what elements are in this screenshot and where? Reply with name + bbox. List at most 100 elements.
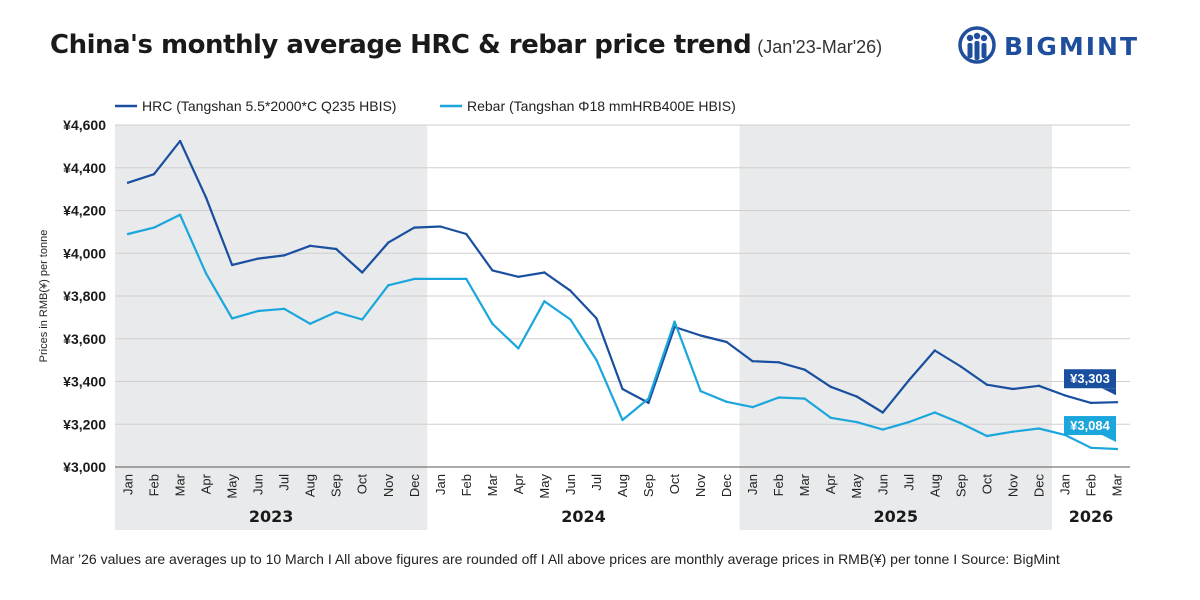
x-tick-label: Jan xyxy=(1057,474,1072,495)
x-tick-label: Jan xyxy=(745,474,760,495)
year-label-2023: 2023 xyxy=(249,507,294,526)
data-point-rebar xyxy=(569,318,572,321)
data-point-rebar xyxy=(361,318,364,321)
x-tick-label: Mar xyxy=(485,473,500,496)
data-point-hrc xyxy=(491,269,494,272)
data-point-hrc xyxy=(1011,387,1015,391)
data-point-rebar xyxy=(907,420,910,424)
data-point-rebar xyxy=(308,322,312,325)
data-point-hrc xyxy=(959,365,963,368)
data-point-hrc xyxy=(282,254,286,257)
data-point-hrc xyxy=(1115,401,1119,404)
end-label-hrc: ¥3,303 xyxy=(1064,369,1116,396)
data-point-rebar xyxy=(543,300,546,303)
x-tick-label: Dec xyxy=(407,474,422,498)
x-tick-label: Aug xyxy=(927,474,942,497)
chart-title: China's monthly average HRC & rebar pric… xyxy=(50,30,882,60)
x-tick-label: Nov xyxy=(1005,474,1020,498)
data-point-hrc xyxy=(1037,384,1041,387)
y-axis-title: Prices in RMB(¥) per tonne xyxy=(38,230,50,363)
data-point-hrc xyxy=(543,271,546,274)
y-tick-label: ¥4,200 xyxy=(63,203,106,219)
bigmint-logo: BIGMINT xyxy=(958,26,1139,66)
bigmint-people-icon xyxy=(958,26,996,64)
year-band-2023 xyxy=(115,125,428,530)
data-point-hrc xyxy=(907,379,910,382)
x-tick-label: Jul xyxy=(589,474,604,491)
data-point-rebar xyxy=(1037,427,1041,430)
data-point-hrc xyxy=(152,172,156,176)
end-label-box xyxy=(1064,369,1116,389)
data-point-rebar xyxy=(673,320,676,323)
data-point-rebar xyxy=(881,428,884,431)
data-point-hrc xyxy=(699,334,702,337)
data-point-hrc xyxy=(439,225,442,228)
data-point-rebar xyxy=(1115,447,1119,451)
data-point-rebar xyxy=(413,277,416,281)
x-tick-label: Nov xyxy=(693,474,708,498)
year-band-2025 xyxy=(739,125,1052,530)
title-text: China's monthly average HRC & rebar pric… xyxy=(50,30,752,60)
x-tick-label: Dec xyxy=(719,474,734,498)
data-point-rebar xyxy=(647,397,650,400)
end-label-box xyxy=(1064,416,1116,436)
data-point-rebar xyxy=(178,213,182,216)
data-point-rebar xyxy=(465,277,468,281)
data-point-hrc xyxy=(204,196,208,199)
data-point-hrc xyxy=(829,385,832,389)
y-tick-label: ¥3,600 xyxy=(63,331,106,347)
x-tick-label: Mar xyxy=(173,473,188,496)
data-point-hrc xyxy=(308,244,312,247)
data-point-rebar xyxy=(204,272,208,275)
data-point-rebar xyxy=(621,418,624,422)
x-tick-label: Oct xyxy=(979,474,994,495)
x-tick-label: Sep xyxy=(641,474,656,497)
y-tick-label: ¥3,000 xyxy=(63,459,106,475)
x-tick-label: Jul xyxy=(901,474,916,491)
data-point-rebar xyxy=(595,358,598,362)
x-tick-label: Feb xyxy=(147,474,162,496)
x-tick-label: Jan xyxy=(121,474,136,495)
data-point-hrc xyxy=(881,411,884,414)
data-point-hrc xyxy=(413,226,416,229)
x-tick-label: Aug xyxy=(303,474,318,497)
data-point-hrc xyxy=(595,317,598,320)
year-label-2024: 2024 xyxy=(561,507,606,526)
data-point-hrc xyxy=(569,289,572,292)
data-point-hrc xyxy=(933,349,937,352)
data-point-rebar xyxy=(282,307,286,311)
subtitle-text: (Jan'23-Mar'26) xyxy=(757,37,883,57)
legend-label-rebar: Rebar (Tangshan Φ18 mmHRB400E HBIS) xyxy=(467,98,736,114)
data-point-rebar xyxy=(751,405,754,409)
logo-text: BIGMINT xyxy=(1004,31,1140,61)
data-point-hrc xyxy=(465,232,468,236)
y-tick-label: ¥3,800 xyxy=(63,288,106,304)
data-point-rebar xyxy=(959,421,963,425)
end-label-rebar: ¥3,084 xyxy=(1064,416,1116,443)
x-tick-label: Jun xyxy=(563,474,578,495)
data-point-rebar xyxy=(803,397,806,400)
x-tick-label: Jun xyxy=(251,474,266,495)
x-tick-label: Oct xyxy=(355,474,370,495)
data-point-rebar xyxy=(387,284,390,287)
end-label-pointer xyxy=(1102,388,1116,396)
y-tick-label: ¥4,000 xyxy=(63,245,106,261)
end-label-pointer xyxy=(1102,435,1116,443)
data-point-hrc xyxy=(361,271,364,274)
data-point-hrc xyxy=(1089,401,1093,405)
data-point-hrc xyxy=(178,139,182,143)
x-tick-label: Feb xyxy=(771,474,786,496)
data-point-rebar xyxy=(256,309,260,313)
year-label-2025: 2025 xyxy=(874,507,919,526)
data-point-hrc xyxy=(1063,394,1067,397)
y-tick-label: ¥4,400 xyxy=(63,160,106,176)
x-tick-label: May xyxy=(537,474,552,499)
data-point-rebar xyxy=(230,317,234,320)
x-tick-label: Jun xyxy=(875,474,890,495)
data-point-hrc xyxy=(621,387,624,391)
end-label-text: ¥3,303 xyxy=(1070,371,1110,386)
y-tick-label: ¥4,600 xyxy=(63,117,106,133)
legend-label-hrc: HRC (Tangshan 5.5*2000*C Q235 HBIS) xyxy=(142,98,396,114)
data-point-rebar xyxy=(1089,446,1093,449)
